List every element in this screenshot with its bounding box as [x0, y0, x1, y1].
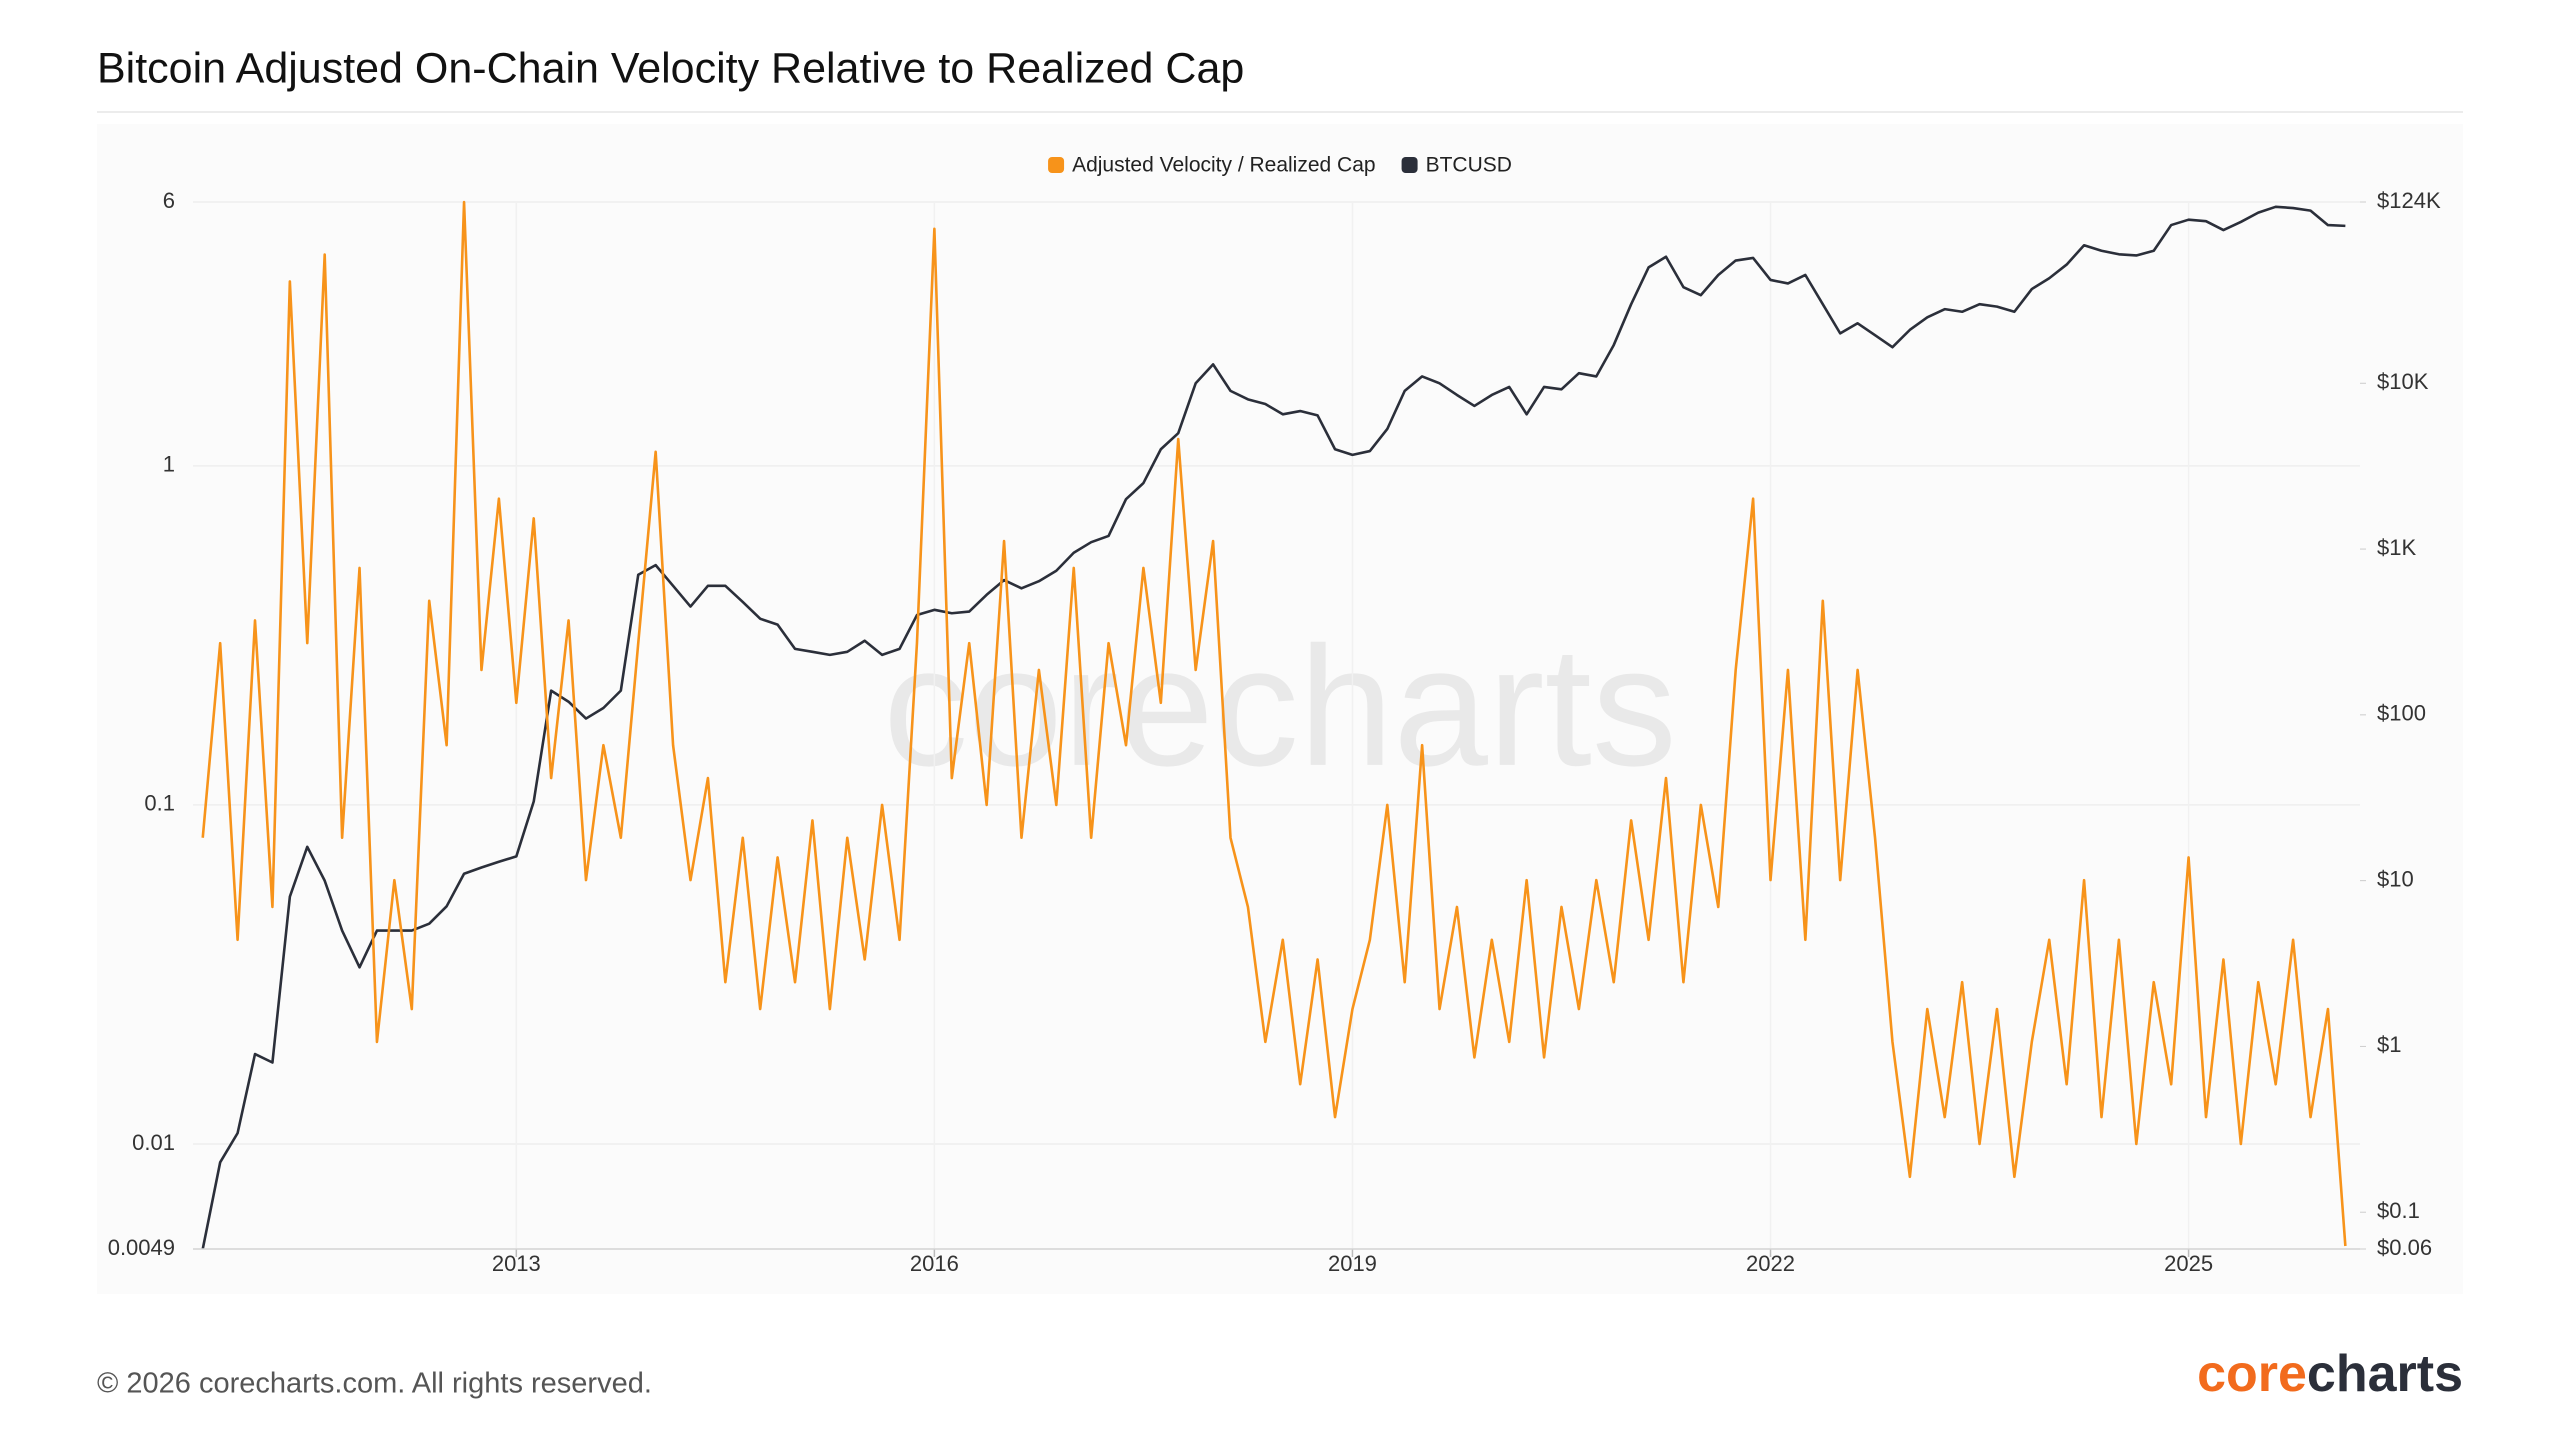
y2-tick-label: $0.06 — [2377, 1235, 2432, 1260]
y-tick-label: 0.0049 — [108, 1235, 175, 1260]
legend-item: BTCUSD — [1401, 154, 1512, 177]
series-line — [201, 200, 2347, 1247]
y2-tick-label: $100 — [2377, 701, 2426, 726]
axes: 6 1 0.1 0.01 0.0049 $124K $10K $1K $100 $10 $1 $0.1… — [108, 188, 2441, 1276]
logo-first: core — [2197, 1345, 2307, 1403]
y-tick-label: 1 — [163, 452, 175, 477]
y2-tick-label: $1 — [2377, 1032, 2401, 1057]
lines — [201, 200, 2347, 1250]
legend-label: Adjusted Velocity / Realized Cap — [1072, 154, 1376, 177]
legend-swatch — [1048, 157, 1065, 173]
legend-swatch — [1401, 157, 1418, 173]
watermark: corecharts — [883, 612, 1677, 802]
y2-tick-label: $10 — [2377, 866, 2414, 891]
y2-tick-label: $10K — [2377, 369, 2429, 394]
y-tick-label: 0.01 — [132, 1130, 175, 1155]
y-tick-label: 0.1 — [144, 791, 175, 816]
y2-tick-label: $0.1 — [2377, 1198, 2420, 1223]
logo: corecharts — [2197, 1345, 2463, 1403]
footer: © 2026 corecharts.com. All rights reserv… — [97, 1368, 652, 1400]
y2-tick-label: $124K — [2377, 188, 2441, 213]
y-tick-label: 6 — [163, 188, 175, 213]
chart-title: Bitcoin Adjusted On-Chain Velocity Relat… — [97, 44, 1244, 92]
legend-label: BTCUSD — [1426, 154, 1512, 177]
legend: Adjusted Velocity / Realized Cap BTCUSD — [1048, 154, 1512, 177]
legend-item: Adjusted Velocity / Realized Cap — [1048, 154, 1376, 177]
logo-second: charts — [2307, 1345, 2463, 1403]
plot-panel — [97, 124, 2463, 1294]
y2-tick-label: $1K — [2377, 535, 2416, 560]
